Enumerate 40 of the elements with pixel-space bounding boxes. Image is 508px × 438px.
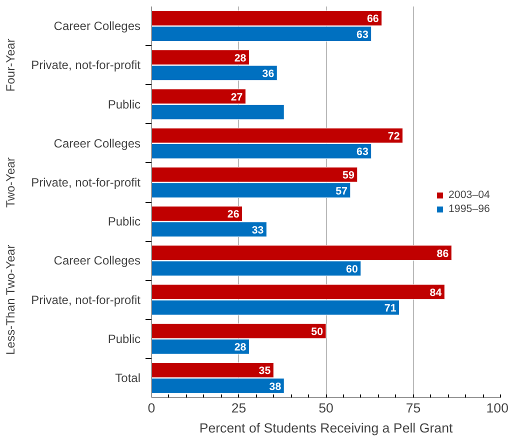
data-label: 72 bbox=[388, 130, 400, 143]
data-label: 84 bbox=[430, 286, 442, 299]
data-label: 28 bbox=[234, 52, 246, 64]
text: Four-Year bbox=[4, 38, 18, 92]
data-label: 63 bbox=[356, 146, 368, 158]
y-tick-label: Career Colleges bbox=[54, 254, 141, 268]
y-tick-label: Career Colleges bbox=[54, 19, 141, 34]
y-tick-label: Public bbox=[108, 214, 141, 229]
data-label: 27 bbox=[230, 91, 243, 104]
data-label: 66 bbox=[366, 13, 379, 26]
data-label: 50 bbox=[311, 326, 324, 338]
data-label: 33 bbox=[252, 224, 264, 236]
text: Less-Than Two-Year bbox=[4, 244, 18, 355]
data-label: 36 bbox=[262, 68, 274, 80]
text: Two-Year bbox=[4, 157, 18, 208]
x-tick-label: 75 bbox=[406, 400, 421, 416]
data-label: 28 bbox=[234, 342, 246, 354]
data-label: 71 bbox=[384, 302, 396, 315]
y-tick-label: Public bbox=[108, 332, 141, 346]
data-label: 35 bbox=[258, 365, 271, 378]
x-tick-label: 50 bbox=[318, 400, 334, 416]
data-label: 38 bbox=[269, 380, 282, 393]
x-tick-label: 25 bbox=[231, 400, 246, 416]
legend-label: 2003–04 bbox=[448, 188, 490, 200]
y-tick-label: Private, not-for-profit bbox=[31, 58, 142, 72]
data-label: 60 bbox=[346, 263, 358, 276]
legend-label: 1995–96 bbox=[448, 202, 490, 214]
y-tick-label: Public bbox=[108, 97, 141, 112]
x-tick-label: 0 bbox=[148, 400, 156, 416]
y-tick-label: Private, not-for-profit bbox=[31, 175, 142, 190]
data-label: 57 bbox=[336, 185, 348, 198]
data-label: 59 bbox=[342, 170, 354, 182]
x-axis-title: Percent of Students Receiving a Pell Grant bbox=[199, 420, 453, 436]
data-label: 26 bbox=[227, 208, 240, 221]
y-tick-label: Career Colleges bbox=[54, 136, 141, 150]
data-label: 86 bbox=[436, 248, 449, 260]
data-label: 63 bbox=[356, 28, 368, 41]
y-tick-label: Total bbox=[115, 370, 141, 385]
x-tick-label: 100 bbox=[486, 400, 508, 416]
y-tick-label: Private, not-for-profit bbox=[31, 292, 142, 307]
